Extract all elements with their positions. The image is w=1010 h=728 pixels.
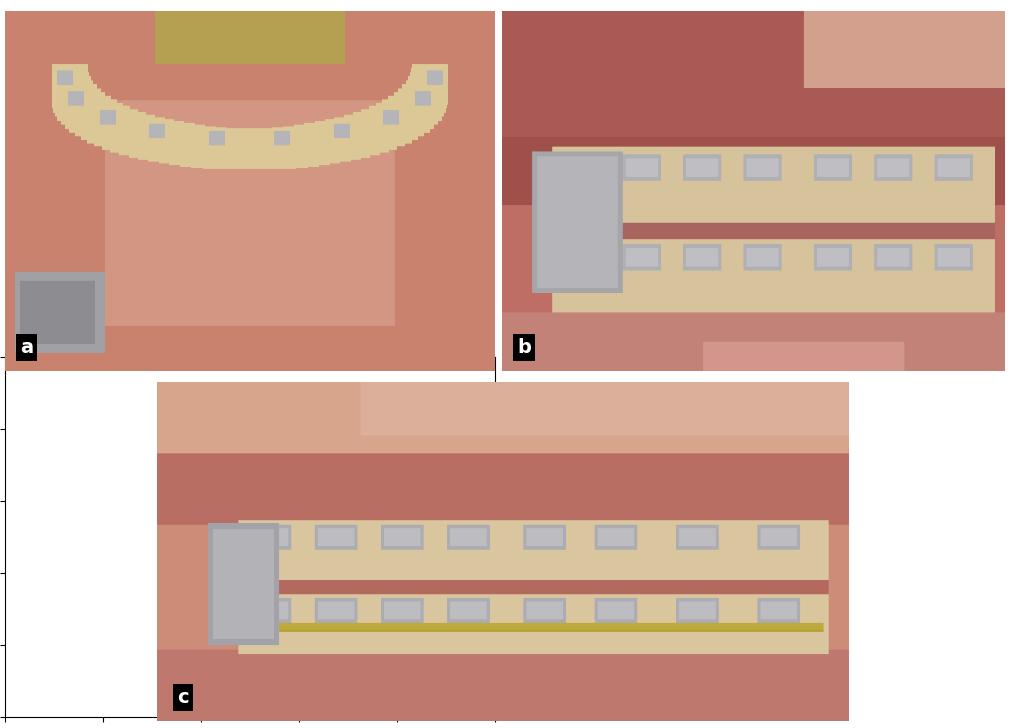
- Text: a: a: [20, 338, 33, 357]
- Text: b: b: [517, 338, 531, 357]
- Text: c: c: [178, 688, 189, 707]
